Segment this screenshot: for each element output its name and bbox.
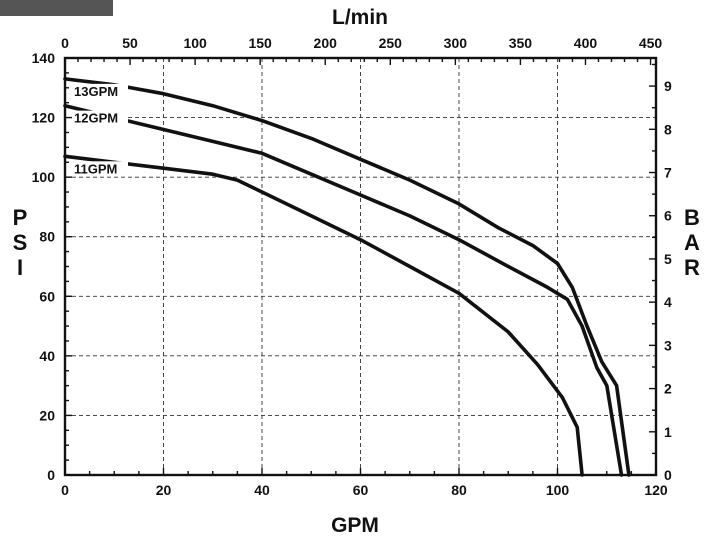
series-label-12gpm: 12GPM <box>74 111 118 126</box>
x-tick-label: 60 <box>353 482 369 498</box>
series-label-13gpm: 13GPM <box>74 84 118 99</box>
y2-tick-label: 9 <box>664 78 672 94</box>
series-line-12gpm <box>63 103 624 477</box>
series-label-bg <box>72 110 128 126</box>
y2-tick-label: 8 <box>664 121 672 137</box>
series-label-11gpm: 11GPM <box>74 161 117 176</box>
x2-tick-label: 250 <box>379 35 403 51</box>
x2-tick-label: 100 <box>183 35 207 51</box>
x2-tick-label: 400 <box>574 35 598 51</box>
y2-tick-label: 3 <box>664 337 672 353</box>
x-tick-label: 120 <box>644 482 668 498</box>
left-axis-title: PSI <box>13 205 28 280</box>
x2-tick-label: 300 <box>444 35 468 51</box>
grid-layer <box>65 58 656 475</box>
series-line-13gpm <box>63 77 631 477</box>
y-tick-label: 140 <box>32 50 56 66</box>
side-title-letter: B <box>684 205 700 230</box>
x2-tick-label: 450 <box>639 35 663 51</box>
y2-tick-label: 1 <box>664 424 672 440</box>
y-tick-label: 0 <box>47 467 55 483</box>
side-title-letter: R <box>684 255 700 280</box>
side-title-letter: I <box>17 255 23 280</box>
series-label-bg <box>72 83 128 99</box>
y-tick-label: 20 <box>39 407 55 423</box>
top-axis-title: L/min <box>332 6 388 29</box>
y2-tick-label: 4 <box>664 294 672 310</box>
y-tick-label: 60 <box>39 288 55 304</box>
side-title-letter: A <box>684 230 700 255</box>
right-axis-title: BAR <box>684 205 700 280</box>
plot-frame <box>63 56 658 477</box>
series-line-11gpm <box>63 154 584 477</box>
y-tick-label: 100 <box>32 169 56 185</box>
x2-tick-label: 200 <box>314 35 338 51</box>
x2-tick-label: 50 <box>122 35 138 51</box>
x2-tick-label: 350 <box>509 35 533 51</box>
y-tick-label: 40 <box>39 348 55 364</box>
side-title-letter: S <box>13 230 28 255</box>
corner-bar <box>0 0 113 16</box>
x-tick-label: 20 <box>156 482 172 498</box>
x2-tick-label: 150 <box>248 35 272 51</box>
y-tick-label: 80 <box>39 229 55 245</box>
x-tick-label: 100 <box>546 482 570 498</box>
side-title-letter: P <box>13 205 28 230</box>
tick-layer <box>64 57 657 476</box>
bottom-axis-title: GPM <box>331 514 379 537</box>
y-tick-label: 120 <box>32 110 56 126</box>
y2-tick-label: 0 <box>664 467 672 483</box>
curve-layer <box>63 77 631 477</box>
series-label-bg <box>72 161 128 177</box>
x-tick-label: 80 <box>451 482 467 498</box>
x-tick-label: 40 <box>254 482 270 498</box>
y2-tick-label: 7 <box>664 165 672 181</box>
y2-tick-label: 6 <box>664 208 672 224</box>
x2-tick-label: 0 <box>61 35 69 51</box>
x-tick-label: 0 <box>61 482 69 498</box>
y2-tick-label: 5 <box>664 251 672 267</box>
y2-tick-label: 2 <box>664 381 672 397</box>
